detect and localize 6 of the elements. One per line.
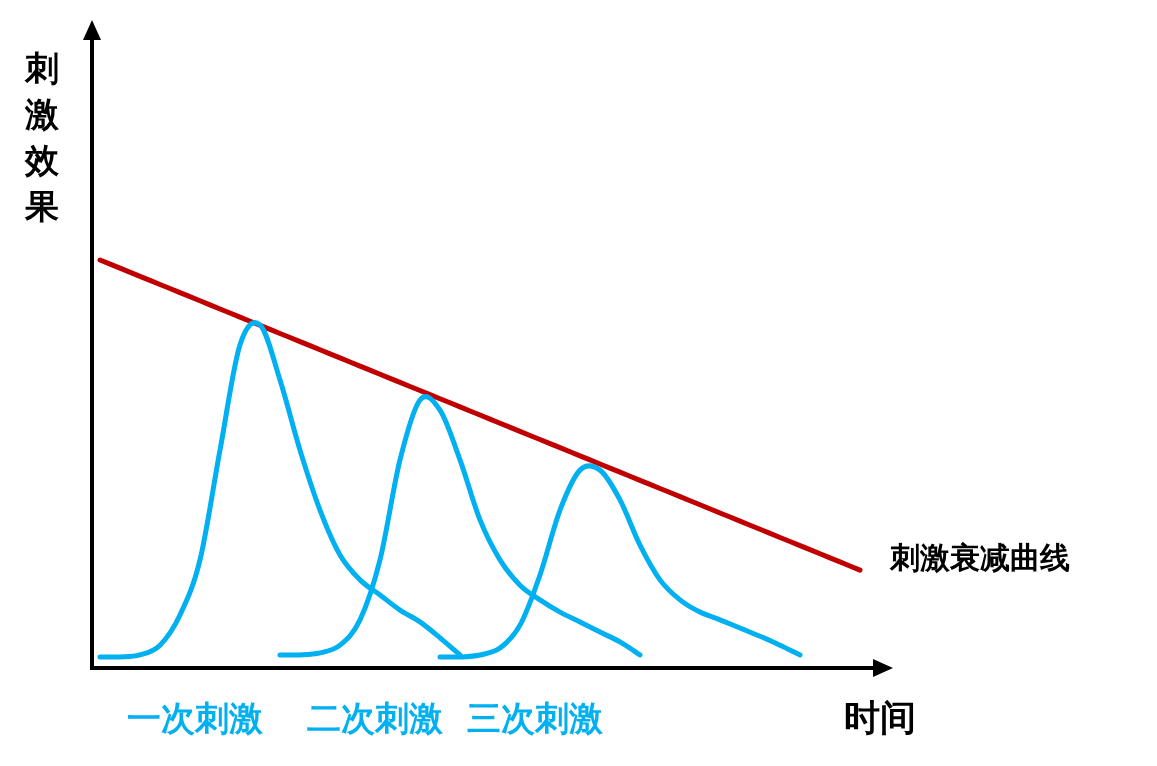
ylabel: 刺激效果 <box>25 48 59 226</box>
series-label: 三次刺激 <box>467 698 604 738</box>
series-label: 一次刺激 <box>127 698 264 738</box>
xlabel: 时间 <box>844 697 916 738</box>
series-label: 二次刺激 <box>307 698 444 738</box>
series-label: 刺激衰减曲线 <box>889 540 1070 576</box>
